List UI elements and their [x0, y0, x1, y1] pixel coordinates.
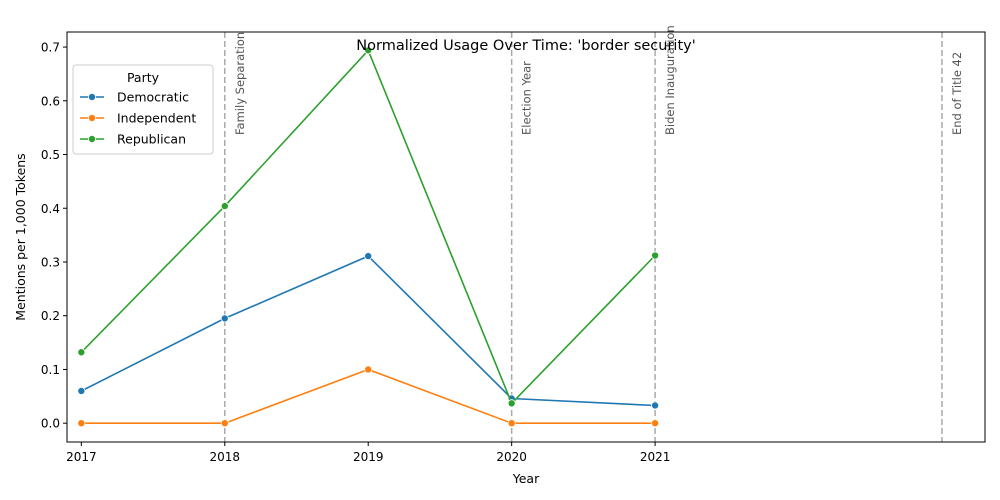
event-label-family-separation: Family Separation: [233, 32, 247, 135]
y-axis: 0.0 0.1 0.2 0.3 0.4 0.5 0.6 0.7: [41, 41, 67, 431]
y-tick-label: 0.3: [41, 255, 60, 269]
event-label-biden-inauguration: Biden Inauguration: [663, 25, 677, 135]
data-point-republican: [220, 202, 229, 211]
series-line-independent: [81, 368, 656, 425]
legend: Party Democratic Independent Republican: [72, 64, 214, 155]
y-tick-label: 0.7: [41, 41, 60, 55]
x-tick-label: 2021: [640, 450, 671, 464]
data-point-republican: [651, 251, 660, 260]
x-tick-label: 2020: [496, 450, 527, 464]
data-point-independent: [507, 419, 516, 428]
y-tick-label: 0.0: [41, 417, 60, 431]
y-tick-label: 0.6: [41, 94, 60, 108]
event-label-end-of-title-42: End of Title 42: [950, 52, 964, 135]
legend-marker-republican: [88, 134, 97, 143]
event-label-election-year: Election Year: [520, 61, 534, 135]
data-point-democratic: [220, 314, 229, 323]
data-point-republican: [364, 46, 373, 55]
data-point-independent: [651, 419, 660, 428]
y-tick-label: 0.2: [41, 309, 60, 323]
y-tick-label: 0.4: [41, 202, 60, 216]
data-point-democratic: [77, 386, 86, 395]
data-point-republican: [507, 399, 516, 408]
series-line-democratic: [80, 255, 656, 407]
x-axis: 2017 2018 2019 2020 2021: [66, 442, 670, 464]
legend-marker-independent: [88, 114, 97, 123]
y-tick-label: 0.1: [41, 363, 60, 377]
y-axis-title: Mentions per 1,000 Tokens: [13, 153, 28, 320]
legend-label-independent: Independent: [117, 111, 196, 126]
data-point-independent: [77, 419, 86, 428]
data-point-independent: [220, 419, 229, 428]
legend-title: Party: [127, 70, 160, 85]
legend-marker-democratic: [88, 93, 97, 102]
legend-box: [72, 64, 214, 155]
plot-frame: [66, 31, 986, 443]
data-point-independent: [364, 365, 373, 374]
data-point-republican: [77, 348, 86, 357]
chart-title: Normalized Usage Over Time: 'border secu…: [356, 38, 695, 54]
data-point-democratic: [364, 252, 373, 261]
legend-label-republican: Republican: [117, 132, 186, 147]
x-tick-label: 2017: [66, 450, 97, 464]
event-markers: Family Separation Election Year Biden Inau…: [224, 25, 964, 442]
legend-label-democratic: Democratic: [117, 90, 189, 105]
y-tick-label: 0.5: [41, 148, 60, 162]
x-tick-label: 2018: [210, 450, 241, 464]
data-point-democratic: [651, 401, 660, 410]
x-axis-title: Year: [512, 471, 540, 486]
x-tick-label: 2019: [353, 450, 384, 464]
series-lines: [77, 46, 660, 428]
